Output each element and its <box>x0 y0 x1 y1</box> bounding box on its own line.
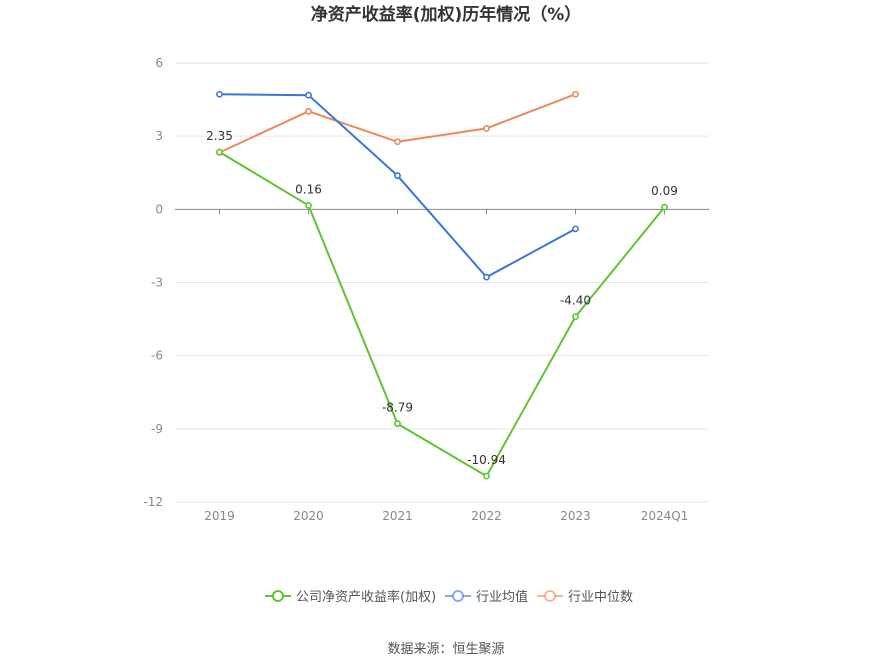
data-label: -4.40 <box>560 294 591 308</box>
data-point <box>483 124 490 132</box>
data-point <box>572 225 579 233</box>
data-point <box>305 91 312 99</box>
legend-marker <box>544 590 556 602</box>
legend-item[interactable]: 行业均值 <box>445 589 528 605</box>
x-tick-label: 2022 <box>471 509 502 523</box>
x-tick-label: 2023 <box>560 509 591 523</box>
data-label: 0.16 <box>295 182 322 196</box>
x-tick-label: 2021 <box>382 509 413 523</box>
data-labels: 2.35 0.16 -8.79 -10.94 -4.40 0.09 <box>206 129 678 467</box>
x-tick-label: 2024Q1 <box>641 509 689 523</box>
data-point <box>394 138 401 146</box>
y-tick-label: 0 <box>155 202 163 216</box>
x-axis: 2019 2020 2021 2022 2023 2024Q1 <box>175 208 709 523</box>
data-point <box>216 148 223 156</box>
data-point <box>661 203 668 211</box>
source-note: 数据来源：恒生聚源 <box>387 642 504 657</box>
x-tick-label: 2020 <box>293 509 324 523</box>
legend-item[interactable]: 公司净资产收益率(加权) <box>265 589 436 605</box>
legend-label: 公司净资产收益率(加权) <box>296 589 436 605</box>
data-label: 2.35 <box>206 129 233 143</box>
series-line-1 <box>219 93 576 279</box>
legend-label: 行业均值 <box>476 589 528 605</box>
data-point <box>483 273 490 281</box>
data-point <box>216 90 223 98</box>
legend-item[interactable]: 行业中位数 <box>537 590 633 605</box>
y-tick-label: -6 <box>151 349 163 363</box>
series-lines <box>216 90 668 480</box>
data-point <box>572 90 579 98</box>
x-tick-label: 2019 <box>204 509 235 523</box>
chart-title: 净资产收益率(加权)历年情况（%） <box>311 4 582 25</box>
data-label: 0.09 <box>651 184 678 198</box>
y-axis: 6 3 0 -3 -6 -9 -12 <box>143 56 163 509</box>
y-tick-label: -3 <box>151 276 163 290</box>
legend: 公司净资产收益率(加权) 行业均值 行业中位数 <box>265 589 633 605</box>
series-line-0 <box>218 151 666 478</box>
legend-label: 行业中位数 <box>568 590 633 605</box>
data-label: -10.94 <box>467 453 506 467</box>
grid-lines <box>175 62 709 503</box>
y-tick-label: 3 <box>155 129 163 143</box>
data-label: -8.79 <box>382 401 413 415</box>
data-point <box>305 107 312 115</box>
data-point <box>572 313 579 321</box>
data-point <box>394 420 401 428</box>
legend-marker <box>272 590 284 602</box>
y-tick-label: -9 <box>151 422 163 436</box>
data-point <box>305 202 312 209</box>
data-point <box>394 172 401 180</box>
legend-marker <box>452 590 464 602</box>
y-tick-label: 6 <box>155 56 163 70</box>
data-point <box>483 472 490 480</box>
y-tick-label: -12 <box>143 495 163 509</box>
